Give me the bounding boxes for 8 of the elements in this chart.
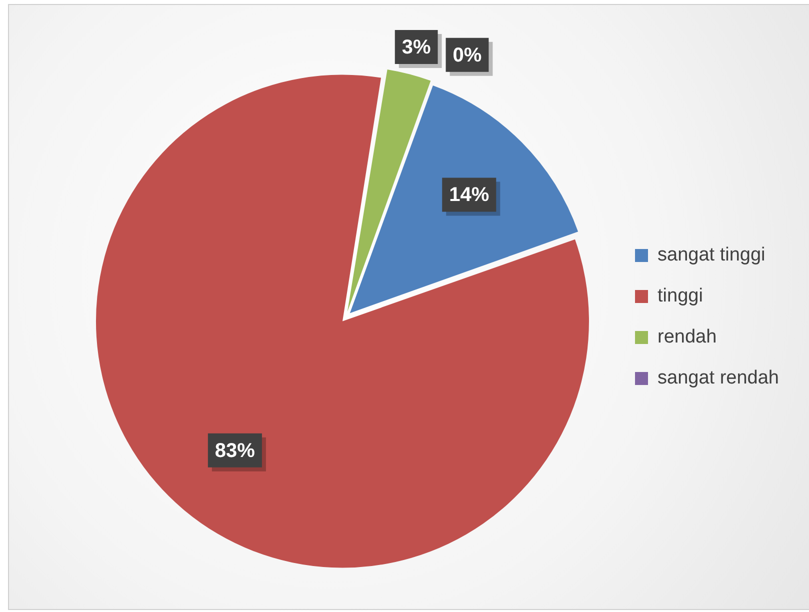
legend-label: sangat tinggi (658, 244, 766, 266)
data-label: 3% (402, 36, 432, 59)
data-label: 14% (449, 184, 490, 206)
data-label: 83% (214, 440, 256, 462)
legend-label: tinggi (658, 286, 703, 307)
legend-label: sangat rendah (658, 368, 780, 389)
text: 0% (452, 44, 482, 66)
legend-label: rendah (658, 326, 717, 348)
